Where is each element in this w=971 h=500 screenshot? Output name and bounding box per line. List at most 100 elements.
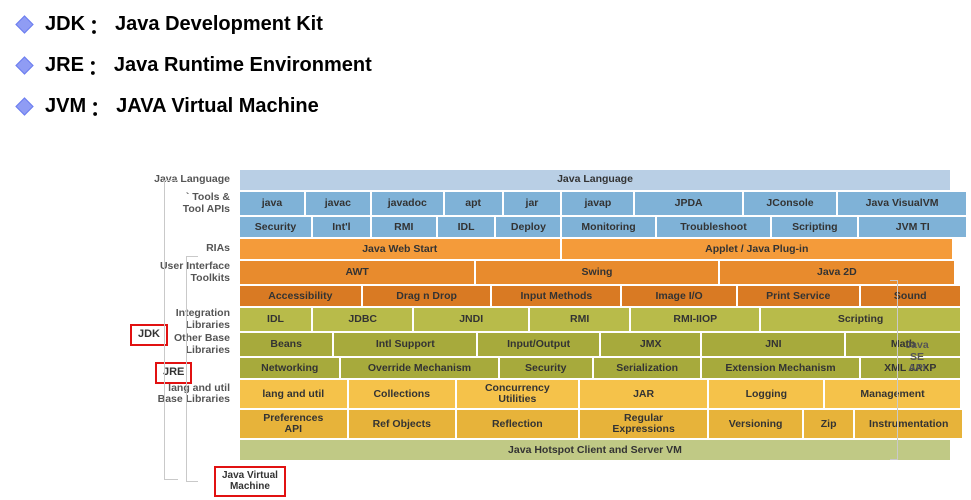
diagram-cell: Versioning: [709, 410, 801, 438]
row-label: [130, 440, 240, 460]
diagram-row: RIAsJava Web StartApplet / Java Plug-in: [130, 239, 950, 259]
diagram-cell: JVM TI: [859, 217, 966, 237]
diagram-cell: Override Mechanism: [341, 358, 497, 378]
diagram-row: Java LanguageJava Language: [130, 170, 950, 190]
diagram-cell: JPDA: [635, 192, 742, 215]
row-body: Preferences APIRef ObjectsReflectionRegu…: [240, 410, 950, 438]
diagram-cell: JMX: [601, 333, 700, 356]
row-label: ` Tools & Tool APIs: [130, 192, 240, 215]
row-label: User Interface Toolkits: [130, 261, 240, 284]
definition-full: JAVA Virtual Machine: [116, 95, 319, 118]
bracket-right: [890, 280, 898, 460]
diagram-cell: Int'l: [313, 217, 370, 237]
definition-full: Java Development Kit: [115, 13, 323, 36]
row-label: [130, 286, 240, 306]
diagram-cell: Security: [500, 358, 592, 378]
definition-sep: ：: [89, 10, 109, 39]
definition-abbr: JVM: [45, 95, 86, 118]
row-label: [130, 217, 240, 237]
right-java-se-api-label: Java SE API: [900, 340, 934, 375]
diagram-cell: Print Service: [738, 286, 859, 306]
diagram-row: Integration LibrariesIDLJDBCJNDIRMIRMI-I…: [130, 308, 950, 331]
definition-full: Java Runtime Environment: [114, 54, 372, 77]
diagram-cell: Preferences API: [240, 410, 347, 438]
diagram-cell: Java 2D: [720, 261, 954, 284]
diagram-cell: Serialization: [594, 358, 701, 378]
row-body: lang and utilCollectionsConcurrency Util…: [240, 380, 950, 408]
diagram-cell: Drag n Drop: [363, 286, 491, 306]
diagram-cell: apt: [445, 192, 502, 215]
row-body: Java Hotspot Client and Server VM: [240, 440, 950, 460]
definition-row: JVM ： JAVA Virtual Machine: [18, 92, 953, 121]
row-body: BeansIntl SupportInput/OutputJMXJNIMath: [240, 333, 950, 356]
diagram-row: SecurityInt'lRMIIDLDeployMonitoringTroub…: [130, 217, 950, 237]
diagram-cell: Networking: [240, 358, 339, 378]
diagram-cell: Regular Expressions: [580, 410, 708, 438]
diagram-cell: Instrumentation: [855, 410, 962, 438]
diagram-cell: Accessibility: [240, 286, 361, 306]
diagram-cell: Zip: [804, 410, 854, 438]
row-label: lang and util Base Libraries: [130, 380, 240, 408]
diagram-cell: Extension Mechanism: [702, 358, 858, 378]
callout-jdk: JDK: [130, 324, 168, 346]
diamond-icon: [15, 56, 33, 74]
diagram-cell: Ref Objects: [349, 410, 456, 438]
diagram-cell: Java VisualVM: [838, 192, 966, 215]
diagram-cell: JNI: [702, 333, 844, 356]
definition-row: JRE ： Java Runtime Environment: [18, 51, 953, 80]
diagram-cell: javadoc: [372, 192, 443, 215]
diagram-cell: Troubleshoot: [657, 217, 771, 237]
diagram-cell: Scripting: [761, 308, 960, 331]
diagram-cell: Image I/O: [622, 286, 736, 306]
diagram-cell: RMI: [530, 308, 629, 331]
row-body: Java Web StartApplet / Java Plug-in: [240, 239, 950, 259]
diagram-cell: java: [240, 192, 304, 215]
row-label: RIAs: [130, 239, 240, 259]
callout-jvm: Java Virtual Machine: [214, 466, 286, 497]
definition-sep: ：: [88, 51, 108, 80]
diagram-cell: RMI-IIOP: [631, 308, 759, 331]
bracket-jre: [186, 256, 198, 482]
diagram-row: Preferences APIRef ObjectsReflectionRegu…: [130, 410, 950, 438]
diamond-icon: [15, 15, 33, 33]
diagram-cell: Input/Output: [478, 333, 599, 356]
diagram-cell: Beans: [240, 333, 332, 356]
definition-row: JDK ： Java Development Kit: [18, 10, 953, 39]
diagram-row: Other Base LibrariesBeansIntl SupportInp…: [130, 333, 950, 356]
definition-sep: ：: [90, 92, 110, 121]
diagram-rows: Java LanguageJava Language` Tools & Tool…: [130, 170, 950, 460]
diagram-cell: Applet / Java Plug-in: [562, 239, 953, 259]
diagram-cell: jar: [504, 192, 561, 215]
row-body: AccessibilityDrag n DropInput MethodsIma…: [240, 286, 950, 306]
row-body: NetworkingOverride MechanismSecuritySeri…: [240, 358, 950, 378]
diagram-cell: Security: [240, 217, 311, 237]
diagram-cell: Java Hotspot Client and Server VM: [240, 440, 950, 460]
diagram-cell: JDBC: [313, 308, 412, 331]
row-body: AWTSwingJava 2D: [240, 261, 950, 284]
diagram-cell: Swing: [476, 261, 717, 284]
diagram-cell: javap: [562, 192, 633, 215]
diagram-cell: Deploy: [496, 217, 560, 237]
diagram-cell: IDL: [438, 217, 495, 237]
definitions-list: JDK ： Java Development Kit JRE ： Java Ru…: [18, 10, 953, 121]
diagram-row: User Interface ToolkitsAWTSwingJava 2D: [130, 261, 950, 284]
bracket-jdk: [164, 180, 178, 480]
diagram-row: lang and util Base Librarieslang and uti…: [130, 380, 950, 408]
diagram-cell: Java Web Start: [240, 239, 560, 259]
diagram-cell: IDL: [240, 308, 311, 331]
diagram-cell: Monitoring: [562, 217, 654, 237]
diamond-icon: [15, 97, 33, 115]
definition-abbr: JDK: [45, 13, 85, 36]
diagram-cell: JConsole: [744, 192, 836, 215]
row-body: SecurityInt'lRMIIDLDeployMonitoringTroub…: [240, 217, 950, 237]
diagram-cell: Concurrency Utilities: [457, 380, 578, 408]
diagram-cell: javac: [306, 192, 370, 215]
diagram-cell: AWT: [240, 261, 474, 284]
diagram-cell: JNDI: [414, 308, 528, 331]
java-architecture-diagram: Java LanguageJava Language` Tools & Tool…: [130, 170, 950, 462]
row-label: [130, 410, 240, 438]
row-body: IDLJDBCJNDIRMIRMI-IIOPScripting: [240, 308, 950, 331]
diagram-cell: Scripting: [772, 217, 857, 237]
definition-abbr: JRE: [45, 54, 84, 77]
diagram-cell: Collections: [349, 380, 456, 408]
